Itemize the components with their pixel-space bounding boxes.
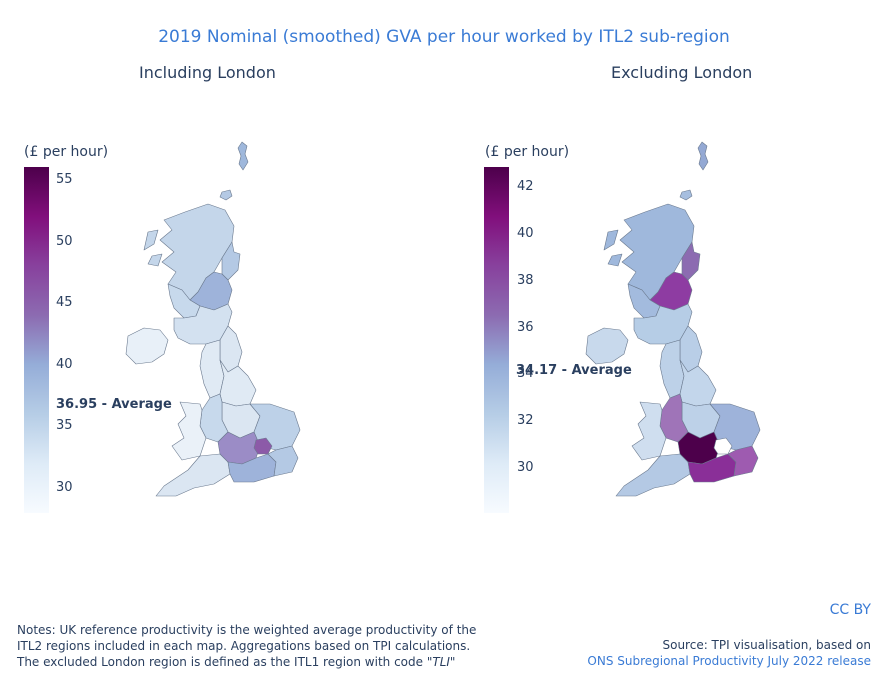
left-unit-label: (£ per hour)	[24, 144, 109, 160]
source: Source: TPI visualisation, based on ONS …	[587, 637, 871, 669]
left-colorbar	[24, 167, 49, 513]
region-wales[interactable]	[171, 401, 207, 461]
right-tick-42: 42	[517, 179, 534, 194]
left-uk-map	[125, 141, 301, 497]
license-link[interactable]: CC BY	[829, 602, 871, 618]
left-tick-40: 40	[56, 357, 73, 372]
right-tick-38: 38	[517, 273, 534, 288]
left-tick-35: 35	[56, 418, 73, 433]
left-tick-45: 45	[56, 295, 73, 310]
region-orkney[interactable]	[219, 189, 233, 201]
region-southern-scotland[interactable]	[173, 303, 233, 345]
notes-line-3-text: The excluded London region is defined as…	[17, 655, 427, 669]
right-tick-32: 32	[517, 413, 534, 428]
left-map-subtitle: Including London	[139, 63, 276, 82]
region-orkney[interactable]	[679, 189, 693, 201]
notes-line-1: Notes: UK reference productivity is the …	[17, 623, 477, 637]
right-colorbar	[484, 167, 509, 513]
left-tick-30: 30	[56, 480, 73, 495]
left-average-label: 36.95 - Average	[56, 397, 172, 412]
right-tick-30: 30	[517, 460, 534, 475]
right-unit-label: (£ per hour)	[485, 144, 570, 160]
region-london[interactable]	[713, 437, 733, 455]
region-southern-scotland[interactable]	[633, 303, 693, 345]
region-kent[interactable]	[727, 445, 759, 477]
notes-line-3-code: "TLI"	[426, 655, 456, 669]
notes: Notes: UK reference productivity is the …	[17, 622, 497, 670]
right-uk-map	[585, 141, 761, 497]
region-london[interactable]	[253, 437, 273, 455]
right-tick-36: 36	[517, 320, 534, 335]
right-map-subtitle: Excluding London	[611, 63, 753, 82]
region-shetland[interactable]	[237, 141, 249, 171]
notes-line-3: The excluded London region is defined as…	[17, 654, 497, 670]
region-south-west[interactable]	[155, 453, 231, 497]
notes-line-2: ITL2 regions included in each map. Aggre…	[17, 639, 471, 653]
right-average-label: 34.17 - Average	[516, 363, 632, 378]
right-tick-34: 34	[517, 366, 534, 381]
chart-title: 2019 Nominal (smoothed) GVA per hour wor…	[158, 27, 730, 47]
right-tick-40: 40	[517, 226, 534, 241]
region-northern-ireland[interactable]	[585, 327, 629, 365]
region-south-west[interactable]	[615, 453, 691, 497]
region-kent[interactable]	[267, 445, 299, 477]
region-northern-ireland[interactable]	[125, 327, 169, 365]
source-text: Source: TPI visualisation, based on	[662, 638, 871, 652]
left-tick-55: 55	[56, 172, 73, 187]
region-shetland[interactable]	[697, 141, 709, 171]
source-link[interactable]: ONS Subregional Productivity July 2022 r…	[587, 654, 871, 668]
region-wales[interactable]	[631, 401, 667, 461]
left-tick-50: 50	[56, 234, 73, 249]
